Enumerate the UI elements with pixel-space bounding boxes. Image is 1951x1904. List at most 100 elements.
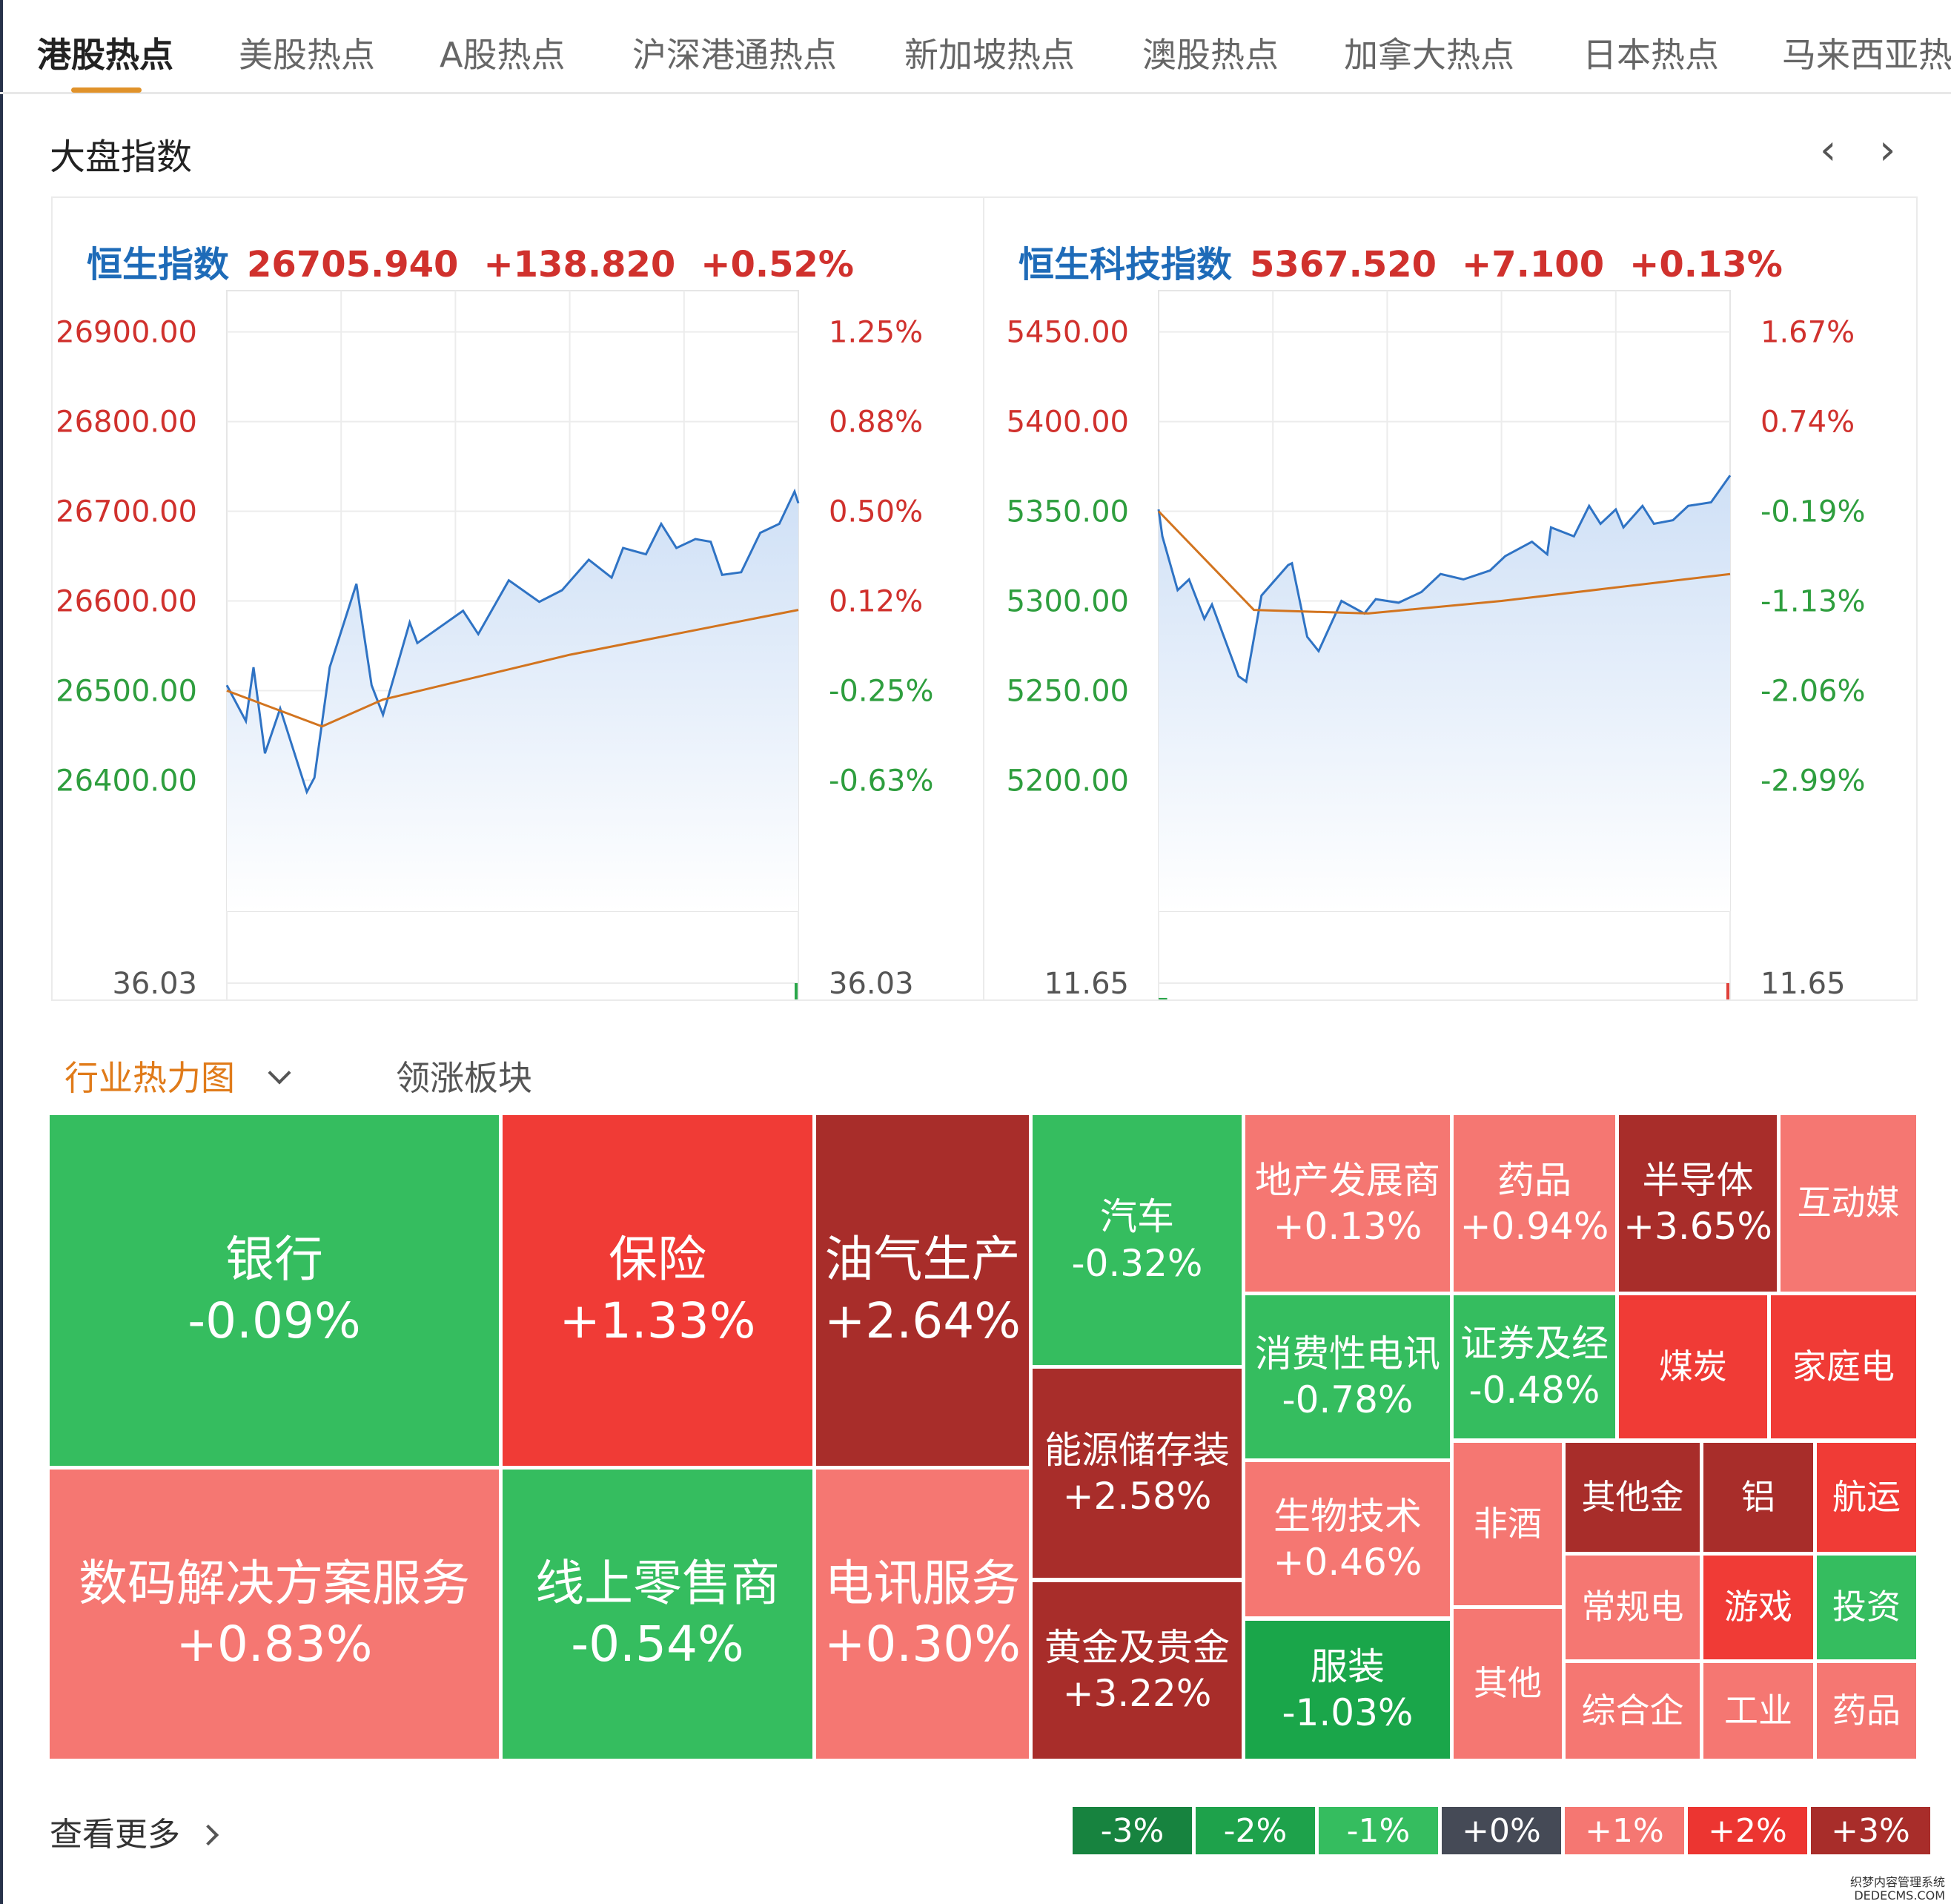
hstech-chart[interactable]: 恒生科技指数 5367.520 +7.100 +0.13% 5450.00 1.67% 54… bbox=[983, 196, 1915, 999]
heatmap-cell[interactable]: 服装 -1.03% bbox=[1245, 1621, 1450, 1759]
y-tick-label: 5400.00 bbox=[1007, 406, 1129, 440]
legend-item: +1% bbox=[1565, 1807, 1684, 1854]
cell-change: +0.94% bbox=[1460, 1205, 1609, 1248]
cell-name: 数码解决方案服务 bbox=[79, 1554, 470, 1612]
chevron-left-icon[interactable]: ‹ bbox=[1820, 126, 1837, 174]
heatmap-cell[interactable]: 地产发展商 +0.13% bbox=[1245, 1115, 1450, 1292]
average-price-line bbox=[1157, 510, 1731, 615]
heatmap-cell[interactable]: 常规电 bbox=[1566, 1556, 1700, 1659]
heatmap-cell[interactable]: 黄金及贵金 +3.22% bbox=[1033, 1582, 1242, 1759]
volume-bar bbox=[1159, 997, 1167, 999]
price-line bbox=[1157, 475, 1732, 684]
tab-connect[interactable]: 沪深港通热点 bbox=[632, 35, 837, 75]
pct-tick-label: -2.99% bbox=[1760, 764, 1866, 798]
heatmap-cell[interactable]: 航运 bbox=[1817, 1443, 1916, 1552]
heatmap-cell[interactable]: 其他金 bbox=[1566, 1443, 1700, 1552]
heatmap-cell[interactable]: 其他 bbox=[1454, 1609, 1562, 1759]
cell-name: 证券及经 bbox=[1460, 1322, 1609, 1365]
heatmap-cell[interactable]: 生物技术 +0.46% bbox=[1245, 1462, 1450, 1616]
heatmap-cell[interactable]: 家庭电 bbox=[1771, 1295, 1916, 1438]
heatmap-cell[interactable]: 油气生产 +2.64% bbox=[816, 1115, 1029, 1466]
tab-a-share[interactable]: A股热点 bbox=[440, 35, 566, 75]
heatmap-cell[interactable]: 数码解决方案服务 +0.83% bbox=[50, 1470, 499, 1759]
heatmap-cell[interactable]: 工业 bbox=[1703, 1663, 1813, 1759]
cell-change: +1.33% bbox=[559, 1292, 756, 1349]
cell-name: 其他 bbox=[1474, 1663, 1542, 1704]
section-title: 大盘指数 bbox=[50, 136, 193, 178]
legend-item: +2% bbox=[1688, 1807, 1807, 1854]
watermark-line: 织梦内容管理系统 bbox=[1849, 1875, 1945, 1889]
pct-tick-label: 1.25% bbox=[829, 316, 923, 350]
heatmap-cell[interactable]: 煤炭 bbox=[1619, 1295, 1767, 1438]
heatmap-cell[interactable]: 消费性电讯 -0.78% bbox=[1245, 1295, 1450, 1458]
cell-change: +0.46% bbox=[1273, 1541, 1422, 1584]
cell-name: 服装 bbox=[1311, 1644, 1385, 1688]
legend-item: -3% bbox=[1073, 1807, 1192, 1854]
cell-name: 能源储存装 bbox=[1044, 1428, 1230, 1472]
cell-change: -0.78% bbox=[1282, 1378, 1414, 1421]
pct-tick-label: 0.74% bbox=[1760, 406, 1855, 440]
volume-max-label: 11.65 bbox=[1760, 967, 1846, 999]
price-area bbox=[227, 491, 798, 911]
heatmap-cell[interactable]: 银行 -0.09% bbox=[50, 1115, 499, 1466]
heatmap-cell[interactable]: 半导体 +3.65% bbox=[1619, 1115, 1777, 1292]
volume-max-label: 36.03 bbox=[829, 967, 914, 999]
pct-tick-label: -0.19% bbox=[1760, 495, 1866, 529]
cell-name: 银行 bbox=[225, 1231, 323, 1288]
hsi-chart[interactable]: 恒生指数 26705.940 +138.820 +0.52% 26900.00 1.25%… bbox=[51, 196, 983, 999]
cell-change: -0.54% bbox=[571, 1616, 744, 1673]
heatmap-cell[interactable]: 游戏 bbox=[1703, 1556, 1813, 1659]
heatmap-cell[interactable]: 投资 bbox=[1817, 1556, 1916, 1659]
tab-hk[interactable]: 港股热点 bbox=[37, 35, 173, 75]
cell-name: 家庭电 bbox=[1792, 1346, 1895, 1386]
pct-tick-label: 0.50% bbox=[829, 495, 923, 529]
chevron-right-icon[interactable]: › bbox=[1879, 126, 1896, 174]
heatmap-cell[interactable]: 药品 bbox=[1817, 1663, 1916, 1759]
chevron-down-icon bbox=[268, 1061, 291, 1085]
heatmap-cell[interactable]: 保险 +1.33% bbox=[503, 1115, 812, 1466]
cell-change: +0.83% bbox=[176, 1616, 373, 1673]
tab-australia[interactable]: 澳股热点 bbox=[1142, 35, 1279, 75]
heatmap-tab-leading[interactable]: 领涨板块 bbox=[396, 1058, 532, 1098]
heatmap-tab-industry[interactable]: 行业热力图 bbox=[64, 1051, 291, 1100]
cell-name: 铝 bbox=[1741, 1476, 1775, 1517]
pct-tick-label: -0.63% bbox=[829, 764, 934, 798]
cell-name: 其他金 bbox=[1581, 1476, 1684, 1517]
heatmap-cell[interactable]: 互动媒 bbox=[1781, 1115, 1916, 1292]
cell-change: -1.03% bbox=[1282, 1691, 1414, 1734]
heatmap-cell[interactable]: 药品 +0.94% bbox=[1454, 1115, 1615, 1292]
cell-name: 药品 bbox=[1497, 1158, 1571, 1202]
volume-max-label: 36.03 bbox=[112, 967, 197, 999]
heatmap-cell[interactable]: 综合企 bbox=[1566, 1663, 1700, 1759]
heatmap-cell[interactable]: 证券及经 -0.48% bbox=[1454, 1295, 1615, 1438]
pct-tick-label: -2.06% bbox=[1760, 674, 1866, 708]
average-price-line bbox=[226, 609, 799, 728]
cell-name: 煤炭 bbox=[1659, 1346, 1727, 1386]
heatmap-cell[interactable]: 铝 bbox=[1703, 1443, 1813, 1552]
tab-singapore[interactable]: 新加坡热点 bbox=[904, 35, 1075, 75]
cell-name: 综合企 bbox=[1581, 1690, 1684, 1731]
heatmap-cell[interactable]: 非酒 bbox=[1454, 1443, 1562, 1605]
legend-item: +0% bbox=[1442, 1807, 1561, 1854]
legend-item: -2% bbox=[1196, 1807, 1315, 1854]
y-tick-label: 26500.00 bbox=[56, 674, 197, 708]
tab-canada[interactable]: 加拿大热点 bbox=[1344, 35, 1514, 75]
heatmap-cell[interactable]: 线上零售商 -0.54% bbox=[503, 1470, 812, 1759]
tab-japan[interactable]: 日本热点 bbox=[1583, 35, 1719, 75]
tab-malaysia[interactable]: 马来西亚热点 bbox=[1782, 35, 1951, 75]
volume-bar bbox=[795, 983, 798, 999]
price-area bbox=[1159, 475, 1730, 911]
tab-us[interactable]: 美股热点 bbox=[239, 35, 375, 75]
heatmap-cell[interactable]: 汽车 -0.32% bbox=[1033, 1115, 1242, 1365]
cell-change: -0.09% bbox=[188, 1292, 361, 1349]
pct-tick-label: 0.12% bbox=[829, 585, 923, 619]
heatmap-cell[interactable]: 电讯服务 +0.30% bbox=[816, 1470, 1029, 1759]
cell-name: 地产发展商 bbox=[1255, 1158, 1440, 1202]
cell-change: +2.64% bbox=[824, 1292, 1021, 1349]
pct-tick-label: 1.67% bbox=[1760, 316, 1855, 350]
cell-name: 线上零售商 bbox=[535, 1554, 780, 1612]
cell-name: 电讯服务 bbox=[824, 1554, 1021, 1612]
heatmap-cell[interactable]: 能源储存装 +2.58% bbox=[1033, 1369, 1242, 1578]
watermark: 织梦内容管理系统 DEDECMS.COM bbox=[1850, 1876, 1945, 1902]
view-more-link[interactable]: 查看更多 bbox=[50, 1808, 219, 1855]
